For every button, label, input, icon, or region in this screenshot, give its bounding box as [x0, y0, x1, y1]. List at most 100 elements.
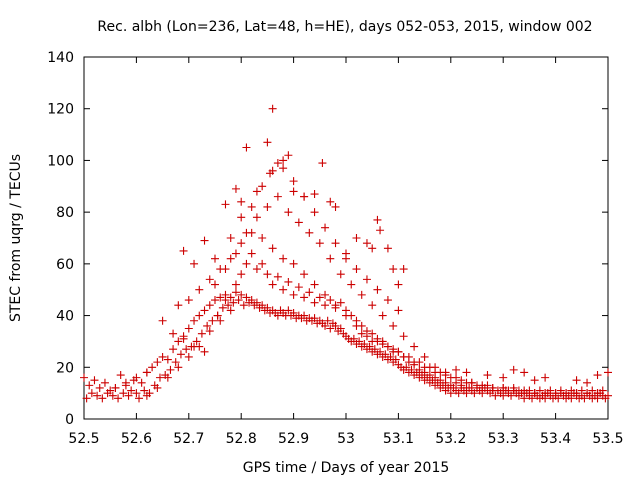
- data-point: [420, 363, 429, 372]
- data-point: [268, 104, 277, 113]
- data-point: [541, 373, 550, 382]
- data-point: [530, 376, 539, 385]
- data-point: [289, 187, 298, 196]
- data-point: [520, 386, 529, 395]
- data-point: [203, 321, 212, 330]
- data-point: [326, 296, 335, 305]
- data-point: [386, 352, 395, 361]
- data-point: [98, 394, 107, 403]
- data-point: [231, 288, 240, 297]
- data-point: [289, 308, 298, 317]
- data-point: [300, 192, 309, 201]
- data-point: [273, 311, 282, 320]
- data-point: [580, 394, 589, 403]
- data-point: [171, 358, 180, 367]
- data-point: [294, 218, 303, 227]
- data-point: [347, 280, 356, 289]
- data-point: [572, 389, 581, 398]
- data-point: [551, 389, 560, 398]
- data-point: [268, 244, 277, 253]
- data-point: [142, 391, 151, 400]
- data-point: [242, 143, 251, 152]
- x-tick-label: 53.1: [383, 431, 414, 447]
- data-point: [535, 386, 544, 395]
- data-point: [263, 270, 272, 279]
- x-tick-label: 53.4: [540, 431, 571, 447]
- data-point: [153, 358, 162, 367]
- data-point: [431, 368, 440, 377]
- data-point: [174, 301, 183, 310]
- data-point: [263, 202, 272, 211]
- data-point: [252, 187, 261, 196]
- data-point: [273, 159, 282, 168]
- data-point: [294, 283, 303, 292]
- data-point: [441, 371, 450, 380]
- data-point: [509, 386, 518, 395]
- data-point: [300, 293, 309, 302]
- data-point: [394, 306, 403, 315]
- data-point: [300, 270, 309, 279]
- data-point: [457, 376, 466, 385]
- data-point: [284, 208, 293, 217]
- data-point: [373, 285, 382, 294]
- data-point: [179, 334, 188, 343]
- data-point: [452, 365, 461, 374]
- data-point: [352, 265, 361, 274]
- data-point: [174, 363, 183, 372]
- data-point: [373, 215, 382, 224]
- data-point: [158, 316, 167, 325]
- data-point: [132, 373, 141, 382]
- data-point: [163, 373, 172, 382]
- data-point: [239, 301, 248, 310]
- data-point: [342, 311, 350, 320]
- data-point: [588, 386, 597, 395]
- data-point: [127, 386, 136, 395]
- data-point: [321, 290, 330, 299]
- data-point: [556, 386, 565, 395]
- data-point: [493, 386, 502, 395]
- data-point: [478, 381, 487, 390]
- y-tick-label: 80: [56, 205, 74, 221]
- data-point: [425, 371, 434, 380]
- data-point: [368, 301, 377, 310]
- data-point: [452, 373, 461, 382]
- data-point: [226, 234, 235, 242]
- data-point: [266, 169, 275, 178]
- x-axis: 52.5 52.6 52.7 52.8 52.9 53 53.1 53.2 53.3 53.4 53…: [68, 57, 624, 447]
- data-point: [184, 352, 193, 361]
- data-point: [213, 311, 222, 320]
- data-point: [583, 378, 592, 387]
- data-point: [378, 340, 387, 349]
- data-point: [310, 314, 319, 323]
- data-point: [321, 223, 330, 232]
- data-point: [336, 298, 345, 307]
- data-point: [383, 296, 392, 305]
- data-point: [263, 138, 272, 147]
- data-point: [231, 184, 240, 193]
- data-point: [231, 280, 240, 289]
- data-point: [342, 249, 350, 258]
- data-point: [279, 285, 288, 294]
- data-point: [381, 350, 390, 359]
- data-point: [331, 239, 340, 248]
- data-point: [114, 394, 123, 403]
- data-point: [166, 365, 175, 374]
- data-point: [190, 316, 199, 325]
- data-point: [273, 192, 282, 201]
- data-point: [593, 371, 602, 380]
- data-point: [473, 383, 481, 392]
- y-tick-label: 100: [47, 153, 74, 169]
- data-point: [137, 378, 146, 387]
- data-point: [258, 182, 267, 191]
- data-point: [389, 321, 398, 330]
- x-tick-label: 52.9: [278, 431, 309, 447]
- data-point: [331, 202, 340, 211]
- data-point: [378, 311, 387, 320]
- data-point: [108, 391, 117, 400]
- data-point: [116, 371, 125, 380]
- data-point: [176, 350, 185, 359]
- data-point: [218, 303, 227, 312]
- x-tick-label: 53.3: [488, 431, 519, 447]
- data-point: [383, 244, 392, 253]
- data-point: [226, 306, 235, 315]
